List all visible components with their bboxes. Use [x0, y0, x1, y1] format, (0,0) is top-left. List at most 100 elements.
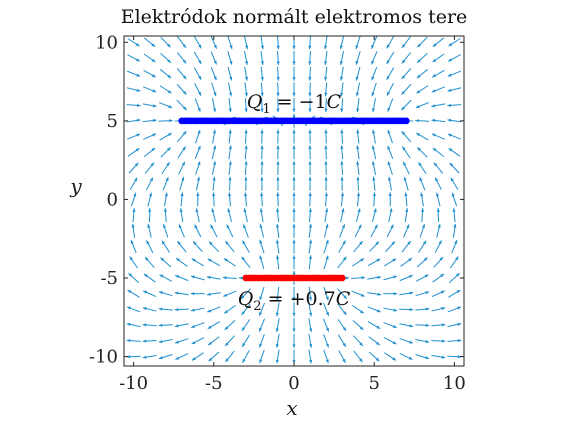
- field-arrow: [276, 66, 280, 81]
- field-arrow: [415, 102, 429, 109]
- field-arrow: [451, 239, 458, 254]
- field-arrow: [447, 338, 462, 343]
- field-arrow: [259, 239, 265, 254]
- field-arrow: [340, 160, 344, 176]
- field-arrow: [190, 275, 205, 281]
- field-arrow: [388, 208, 393, 223]
- field-arrow: [147, 223, 152, 238]
- field-arrow: [354, 224, 362, 238]
- field-arrow: [275, 223, 280, 238]
- electrode-point: [338, 274, 346, 282]
- field-arrow: [177, 36, 187, 49]
- field-arrow: [436, 208, 440, 223]
- field-arrow: [160, 36, 171, 48]
- field-arrow: [276, 192, 280, 207]
- field-arrow: [369, 241, 380, 253]
- field-arrow: [367, 306, 381, 313]
- field-arrow: [386, 35, 395, 49]
- field-arrow: [371, 145, 377, 160]
- field-arrow: [132, 208, 136, 223]
- field-arrow: [386, 51, 395, 65]
- electrodes: [178, 117, 410, 282]
- field-arrow: [260, 145, 264, 160]
- field-arrow: [228, 98, 232, 113]
- field-arrow: [308, 35, 312, 50]
- field-arrow: [142, 323, 157, 327]
- field-arrow: [276, 129, 280, 144]
- field-arrow: [163, 208, 168, 223]
- field-arrow: [260, 66, 264, 81]
- field-arrow: [401, 83, 412, 95]
- field-arrow: [225, 240, 235, 253]
- field-arrow: [386, 82, 394, 96]
- field-arrow: [323, 349, 329, 364]
- field-arrow: [308, 302, 313, 317]
- field-arrow: [399, 274, 413, 282]
- field-arrow: [401, 68, 412, 80]
- field-arrow: [324, 50, 328, 66]
- field-arrow: [308, 50, 312, 66]
- field-arrow: [401, 52, 412, 64]
- field-arrow: [308, 82, 312, 97]
- field-arrow: [292, 98, 296, 113]
- field-arrow: [244, 66, 249, 81]
- field-arrow: [367, 292, 382, 296]
- field-arrow: [399, 323, 414, 328]
- field-arrow: [433, 256, 444, 268]
- field-arrow: [292, 192, 296, 207]
- field-arrow: [324, 192, 328, 207]
- field-arrow: [324, 82, 328, 97]
- field-arrow: [242, 224, 249, 238]
- field-arrow: [292, 255, 296, 270]
- field-arrow: [176, 130, 187, 143]
- field-arrow: [432, 273, 445, 283]
- field-arrow: [401, 99, 412, 111]
- field-arrow: [292, 223, 296, 238]
- field-arrow: [339, 224, 346, 238]
- field-arrow: [340, 208, 345, 223]
- field-arrow: [228, 160, 232, 176]
- field-arrow: [207, 258, 221, 267]
- field-arrow: [275, 239, 280, 254]
- field-arrow: [178, 224, 185, 238]
- field-arrow: [177, 146, 187, 159]
- field-arrow: [431, 118, 446, 123]
- field-arrow: [447, 54, 461, 62]
- x-axis-label: x: [286, 396, 297, 420]
- field-arrow: [415, 354, 430, 360]
- field-arrow: [210, 224, 218, 238]
- field-arrow: [323, 239, 329, 254]
- field-arrow: [388, 192, 392, 207]
- field-arrow: [402, 161, 410, 175]
- field-arrow: [159, 274, 173, 282]
- field-arrow: [419, 224, 425, 238]
- field-arrow: [244, 129, 248, 144]
- field-arrow: [448, 272, 460, 284]
- field-arrow: [371, 98, 377, 113]
- field-arrow: [175, 353, 189, 360]
- field-arrow: [388, 176, 393, 191]
- field-arrow: [308, 286, 313, 301]
- field-arrow: [431, 339, 446, 343]
- field-arrow: [401, 36, 411, 49]
- field-arrow: [355, 35, 361, 50]
- field-arrow: [432, 53, 445, 63]
- field-arrow: [340, 176, 344, 191]
- field-arrow: [244, 82, 248, 97]
- field-arrow: [431, 354, 446, 359]
- field-arrow: [212, 176, 216, 191]
- field-arrow: [353, 240, 363, 253]
- field-arrow: [176, 99, 187, 111]
- field-arrow: [308, 318, 313, 333]
- field-arrow: [292, 349, 296, 364]
- field-arrow: [210, 51, 218, 65]
- field-arrow: [292, 239, 296, 254]
- field-arrow: [447, 133, 462, 140]
- field-arrow: [401, 146, 411, 159]
- field-arrow: [292, 66, 296, 81]
- field-arrow: [259, 349, 265, 364]
- field-arrow: [387, 161, 393, 175]
- field-arrow: [258, 302, 266, 317]
- field-arrow: [190, 292, 205, 296]
